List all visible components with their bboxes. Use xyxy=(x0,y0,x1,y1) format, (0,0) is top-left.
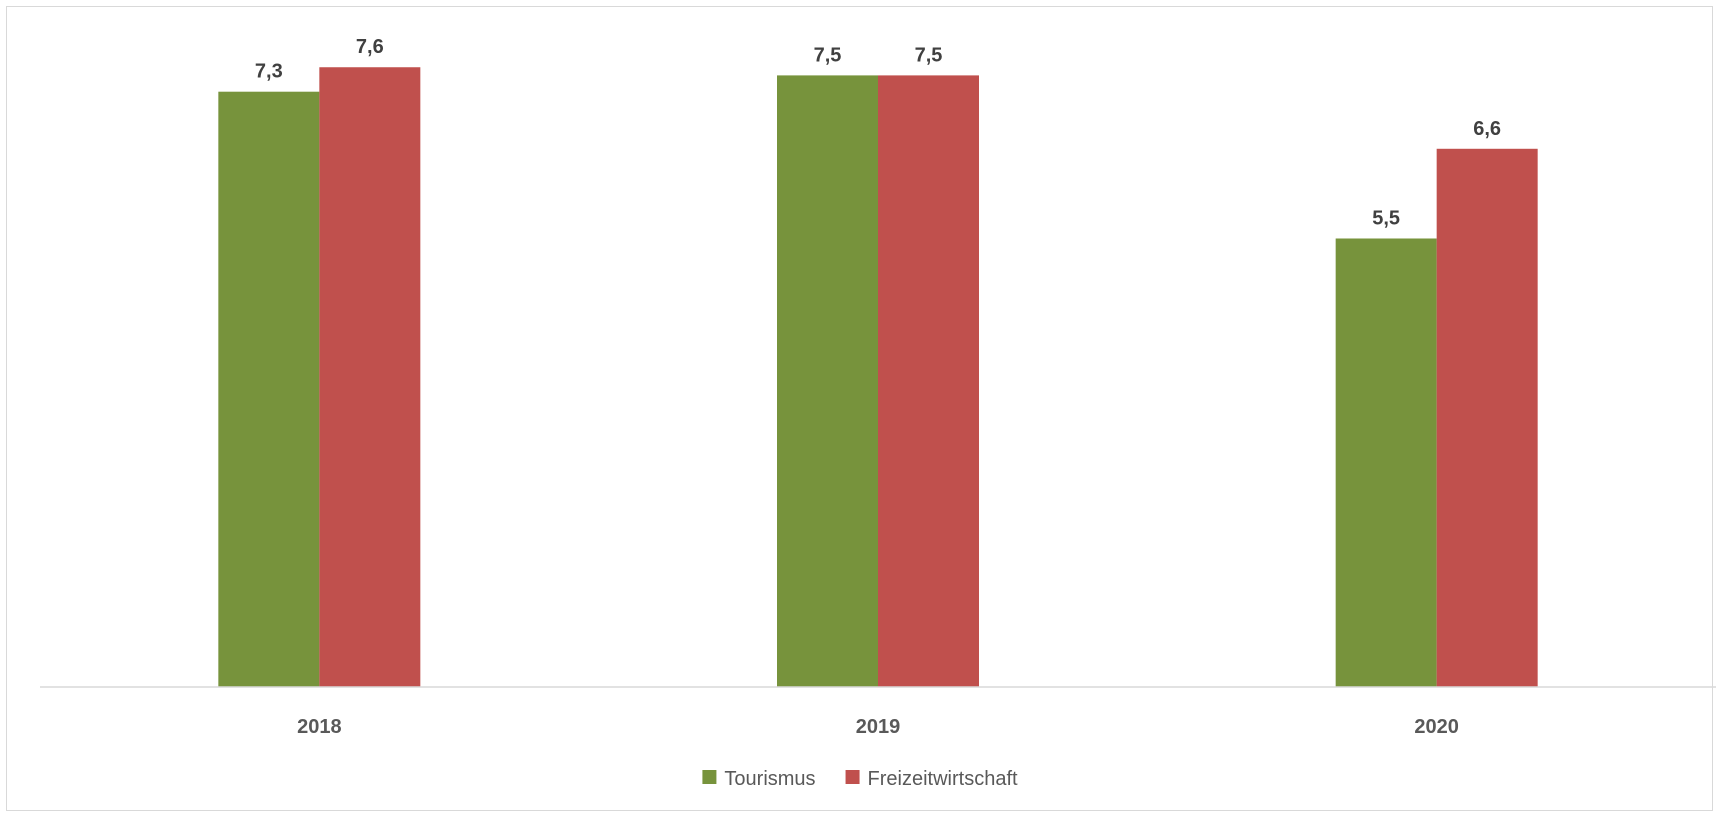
legend-label: Freizeitwirtschaft xyxy=(868,768,1018,790)
category-label-2018: 2018 xyxy=(297,716,342,738)
bar-2020-freizeitwirtschaft xyxy=(1436,148,1538,688)
data-label-2020-freizeitwirtschaft: 6,6 xyxy=(1473,118,1501,140)
data-label-2018-freizeitwirtschaft: 7,6 xyxy=(356,36,384,58)
legend-item-tourismus: Tourismus xyxy=(702,768,816,790)
data-label-2020-tourismus: 5,5 xyxy=(1372,207,1400,229)
bar-2019-freizeitwirtschaft xyxy=(878,75,979,687)
legend-label: Tourismus xyxy=(724,768,815,790)
data-label-2019-tourismus: 7,5 xyxy=(814,44,842,66)
legend-swatch xyxy=(702,770,717,784)
bars-layer xyxy=(218,67,1538,688)
labels-layer: 7,3 7,6 2018 7,5 7,5 2019 5,5 6,6 2020 xyxy=(255,36,1501,738)
data-label-2018-tourismus: 7,3 xyxy=(255,61,283,83)
legend-swatch xyxy=(845,770,860,784)
category-label-2019: 2019 xyxy=(856,716,901,738)
bar-2018-freizeitwirtschaft xyxy=(319,67,421,687)
legend: Tourismus Freizeitwirtschaft xyxy=(702,768,1018,790)
legend-item-freizeitwirtschaft: Freizeitwirtschaft xyxy=(845,768,1018,790)
data-label-2019-freizeitwirtschaft: 7,5 xyxy=(915,44,943,66)
bar-2018-tourismus xyxy=(218,91,320,687)
bar-2019-tourismus xyxy=(777,75,878,687)
category-label-2020: 2020 xyxy=(1414,716,1459,738)
bar-2020-tourismus xyxy=(1335,238,1437,687)
